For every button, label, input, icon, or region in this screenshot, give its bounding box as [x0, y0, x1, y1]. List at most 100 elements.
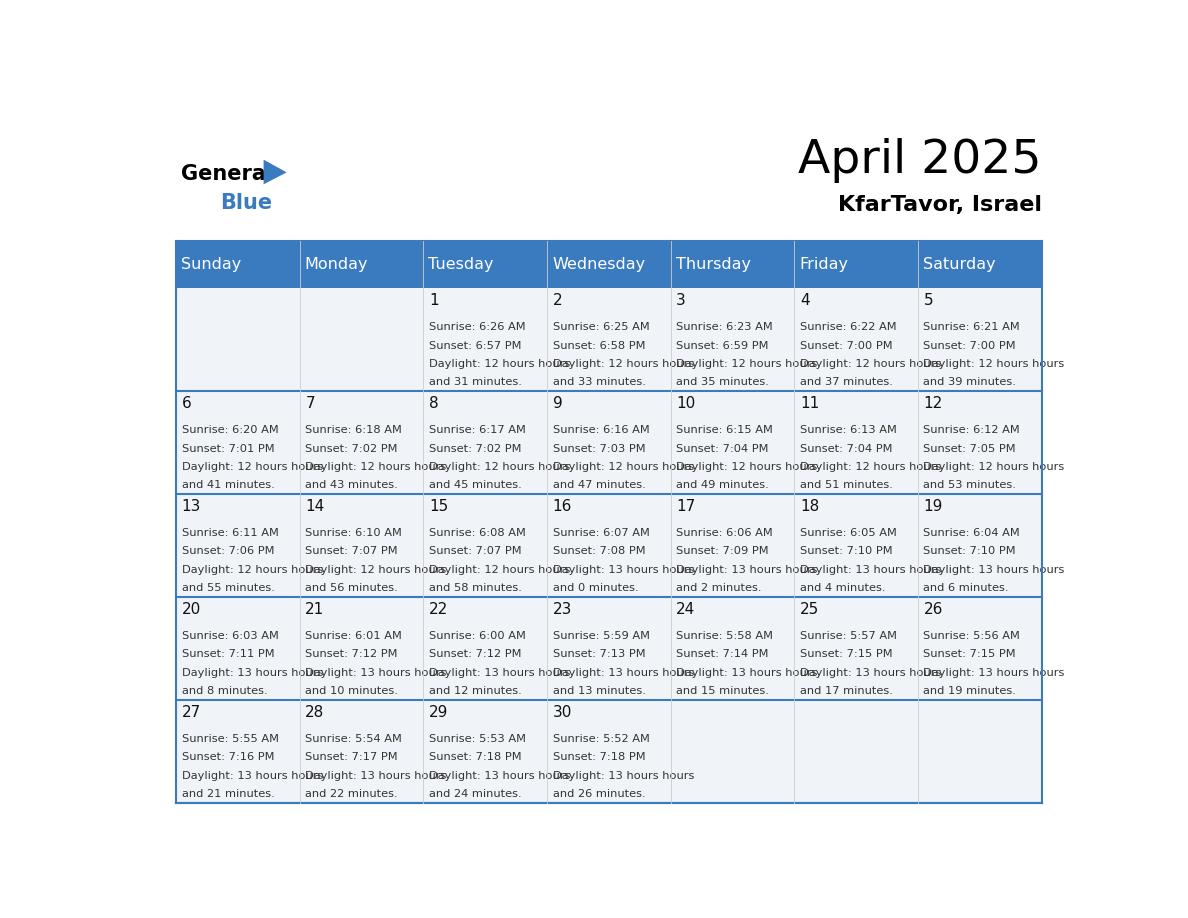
Text: 10: 10 — [676, 397, 695, 411]
Text: Saturday: Saturday — [923, 257, 996, 272]
Text: 2: 2 — [552, 293, 562, 308]
Bar — [918, 241, 1042, 288]
Bar — [299, 700, 423, 803]
Text: Daylight: 12 hours hours: Daylight: 12 hours hours — [676, 462, 817, 472]
Text: Sunrise: 6:23 AM: Sunrise: 6:23 AM — [676, 322, 773, 332]
Bar — [423, 494, 546, 597]
Text: Blue: Blue — [220, 193, 272, 213]
Text: Sunset: 7:15 PM: Sunset: 7:15 PM — [923, 649, 1016, 659]
Bar — [546, 241, 671, 288]
Text: Daylight: 13 hours hours: Daylight: 13 hours hours — [923, 667, 1064, 677]
Text: Sunset: 7:07 PM: Sunset: 7:07 PM — [305, 546, 398, 556]
Text: and 4 minutes.: and 4 minutes. — [800, 583, 885, 593]
Text: Sunset: 7:05 PM: Sunset: 7:05 PM — [923, 443, 1016, 453]
Text: and 12 minutes.: and 12 minutes. — [429, 686, 522, 696]
Text: and 51 minutes.: and 51 minutes. — [800, 480, 892, 490]
Text: Sunrise: 5:56 AM: Sunrise: 5:56 AM — [923, 631, 1020, 641]
Text: and 33 minutes.: and 33 minutes. — [552, 377, 645, 387]
Text: and 15 minutes.: and 15 minutes. — [676, 686, 769, 696]
Bar — [299, 597, 423, 700]
Text: and 13 minutes.: and 13 minutes. — [552, 686, 645, 696]
Text: Daylight: 13 hours hours: Daylight: 13 hours hours — [800, 565, 941, 575]
Text: Friday: Friday — [800, 257, 848, 272]
Bar — [795, 391, 918, 494]
Bar — [176, 391, 299, 494]
Text: Sunset: 7:03 PM: Sunset: 7:03 PM — [552, 443, 645, 453]
Text: and 43 minutes.: and 43 minutes. — [305, 480, 398, 490]
Text: Monday: Monday — [304, 257, 368, 272]
Text: and 24 minutes.: and 24 minutes. — [429, 789, 522, 799]
Text: Sunrise: 6:16 AM: Sunrise: 6:16 AM — [552, 425, 650, 435]
Text: 23: 23 — [552, 602, 571, 617]
Text: and 8 minutes.: and 8 minutes. — [182, 686, 267, 696]
Bar — [918, 597, 1042, 700]
Text: 21: 21 — [305, 602, 324, 617]
Text: Daylight: 13 hours hours: Daylight: 13 hours hours — [305, 770, 447, 780]
Text: Daylight: 13 hours hours: Daylight: 13 hours hours — [305, 667, 447, 677]
Text: Sunset: 7:02 PM: Sunset: 7:02 PM — [429, 443, 522, 453]
Text: 15: 15 — [429, 499, 448, 514]
Text: 29: 29 — [429, 705, 448, 720]
Text: 3: 3 — [676, 293, 685, 308]
Bar — [671, 700, 795, 803]
Bar — [176, 597, 299, 700]
Bar — [918, 700, 1042, 803]
Text: Sunrise: 6:06 AM: Sunrise: 6:06 AM — [676, 528, 773, 538]
Text: 1: 1 — [429, 293, 438, 308]
Text: Sunset: 7:17 PM: Sunset: 7:17 PM — [305, 752, 398, 762]
Text: 8: 8 — [429, 397, 438, 411]
Text: and 31 minutes.: and 31 minutes. — [429, 377, 522, 387]
Text: Sunrise: 5:53 AM: Sunrise: 5:53 AM — [429, 733, 526, 744]
Text: Sunset: 6:59 PM: Sunset: 6:59 PM — [676, 341, 769, 351]
Text: Daylight: 13 hours hours: Daylight: 13 hours hours — [552, 667, 694, 677]
Bar — [671, 288, 795, 391]
Text: Sunrise: 6:26 AM: Sunrise: 6:26 AM — [429, 322, 525, 332]
Bar — [546, 391, 671, 494]
Text: Daylight: 12 hours hours: Daylight: 12 hours hours — [552, 462, 694, 472]
Bar — [299, 241, 423, 288]
Text: 16: 16 — [552, 499, 571, 514]
Text: Sunset: 7:00 PM: Sunset: 7:00 PM — [923, 341, 1016, 351]
Text: 17: 17 — [676, 499, 695, 514]
Text: Daylight: 13 hours hours: Daylight: 13 hours hours — [676, 565, 817, 575]
Bar — [546, 288, 671, 391]
Text: Sunrise: 6:15 AM: Sunrise: 6:15 AM — [676, 425, 773, 435]
Text: Sunset: 7:18 PM: Sunset: 7:18 PM — [429, 752, 522, 762]
Text: Sunrise: 5:52 AM: Sunrise: 5:52 AM — [552, 733, 650, 744]
Bar — [795, 700, 918, 803]
Bar — [423, 700, 546, 803]
Text: Daylight: 12 hours hours: Daylight: 12 hours hours — [182, 462, 323, 472]
Bar — [176, 241, 299, 288]
Text: Sunrise: 6:08 AM: Sunrise: 6:08 AM — [429, 528, 526, 538]
Bar — [918, 288, 1042, 391]
Text: Sunset: 7:11 PM: Sunset: 7:11 PM — [182, 649, 274, 659]
Text: and 0 minutes.: and 0 minutes. — [552, 583, 638, 593]
Text: Daylight: 12 hours hours: Daylight: 12 hours hours — [800, 359, 941, 369]
Text: 27: 27 — [182, 705, 201, 720]
Text: Sunset: 7:01 PM: Sunset: 7:01 PM — [182, 443, 274, 453]
Bar — [299, 391, 423, 494]
Text: Sunset: 7:02 PM: Sunset: 7:02 PM — [305, 443, 398, 453]
Text: and 58 minutes.: and 58 minutes. — [429, 583, 522, 593]
Text: Sunrise: 5:55 AM: Sunrise: 5:55 AM — [182, 733, 279, 744]
Bar — [176, 288, 299, 391]
Bar — [671, 241, 795, 288]
Bar — [176, 700, 299, 803]
Text: Sunset: 7:18 PM: Sunset: 7:18 PM — [552, 752, 645, 762]
Text: 25: 25 — [800, 602, 819, 617]
Bar — [546, 700, 671, 803]
Text: and 56 minutes.: and 56 minutes. — [305, 583, 398, 593]
Text: Sunrise: 6:17 AM: Sunrise: 6:17 AM — [429, 425, 526, 435]
Text: Sunset: 7:10 PM: Sunset: 7:10 PM — [800, 546, 892, 556]
Bar — [795, 597, 918, 700]
Text: Sunset: 7:04 PM: Sunset: 7:04 PM — [800, 443, 892, 453]
Bar — [299, 288, 423, 391]
Text: Sunset: 7:04 PM: Sunset: 7:04 PM — [676, 443, 769, 453]
Bar — [423, 391, 546, 494]
Text: Sunrise: 6:18 AM: Sunrise: 6:18 AM — [305, 425, 403, 435]
Bar — [423, 597, 546, 700]
Text: Daylight: 13 hours hours: Daylight: 13 hours hours — [182, 667, 323, 677]
Text: Sunset: 7:14 PM: Sunset: 7:14 PM — [676, 649, 769, 659]
Bar — [299, 494, 423, 597]
Text: Daylight: 12 hours hours: Daylight: 12 hours hours — [552, 359, 694, 369]
